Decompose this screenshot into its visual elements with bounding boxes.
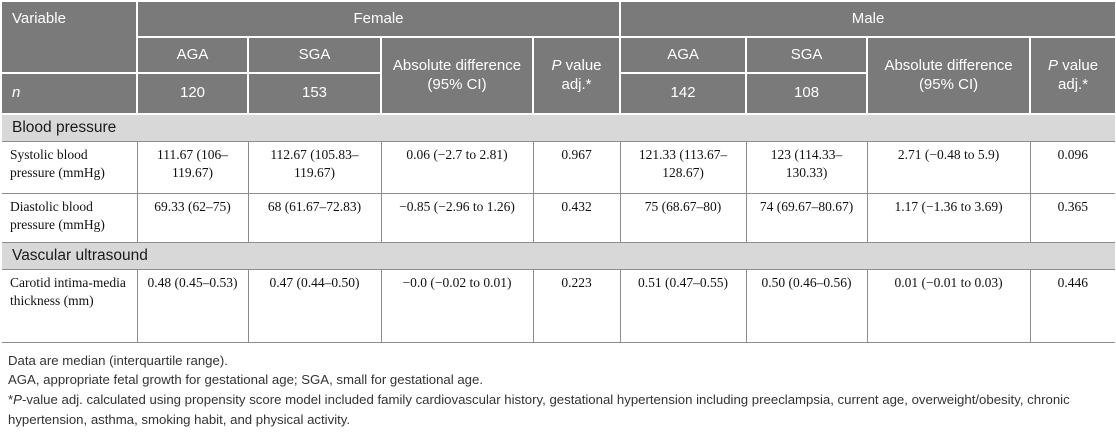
n-row-label: n bbox=[2, 72, 138, 115]
col-header-male-sga: SGA bbox=[745, 36, 869, 74]
value-cell: 0.223 bbox=[532, 268, 621, 343]
n-female-aga: 120 bbox=[136, 72, 249, 115]
value-cell: 2.71 (−0.48 to 5.9) bbox=[866, 140, 1031, 194]
p-value-italic: P bbox=[551, 56, 562, 74]
value-cell: 123 (114.33–130.33) bbox=[745, 140, 868, 194]
value-cell: −0.85 (−2.96 to 1.26) bbox=[380, 192, 534, 243]
variable-label-cell: Carotid intima-media thickness (mm) bbox=[2, 268, 138, 343]
table-row: Diastolic blood pressure (mmHg) 69.33 (6… bbox=[2, 192, 1116, 243]
col-header-female-pvalue: P value adj.* bbox=[531, 36, 622, 115]
value-cell: 0.446 bbox=[1029, 268, 1116, 343]
table-row: Carotid intima-media thickness (mm) 0.48… bbox=[2, 268, 1116, 343]
footnote-line: AGA, appropriate fetal growth for gestat… bbox=[8, 372, 484, 388]
footnote-text: -value adj. calculated using propensity … bbox=[8, 392, 1070, 427]
col-header-female-sga: SGA bbox=[247, 36, 382, 74]
n-female-sga: 153 bbox=[247, 72, 382, 115]
footnote-asterisk: * bbox=[8, 392, 14, 408]
col-group-female: Female bbox=[135, 2, 622, 38]
value-cell: 0.096 bbox=[1029, 140, 1116, 194]
footnote-line: Data are median (interquartile range). bbox=[8, 352, 228, 368]
value-cell: 74 (69.67–80.67) bbox=[745, 192, 868, 243]
value-cell: 0.47 (0.44–0.50) bbox=[247, 268, 382, 343]
value-cell: 0.50 (0.46–0.56) bbox=[745, 268, 868, 343]
value-cell: 112.67 (105.83–119.67) bbox=[247, 140, 382, 194]
col-group-male: Male bbox=[619, 2, 1116, 38]
value-cell: 0.01 (−0.01 to 0.03) bbox=[866, 268, 1031, 343]
value-cell: 0.365 bbox=[1029, 192, 1116, 243]
p-value-italic: P bbox=[1048, 56, 1059, 74]
col-header-female-aga: AGA bbox=[136, 36, 249, 74]
col-header-male-pvalue: P value adj.* bbox=[1029, 36, 1116, 115]
value-cell: 68 (61.67–72.83) bbox=[247, 192, 382, 243]
value-cell: 111.67 (106–119.67) bbox=[136, 140, 249, 194]
footnote-line: *P-value adj. calculated using propensit… bbox=[8, 390, 1110, 430]
table-footnotes: Data are median (interquartile range). A… bbox=[2, 343, 1114, 430]
col-header-male-absdiff: Absolute difference (95% CI) bbox=[866, 36, 1032, 115]
col-header-female-absdiff: Absolute difference (95% CI) bbox=[380, 36, 534, 115]
n-male-sga: 108 bbox=[745, 72, 869, 115]
section-row: Vascular ultrasound bbox=[2, 241, 1116, 270]
results-table: Variable Female Male AGA SGA Absolute di… bbox=[2, 2, 1116, 343]
variable-label-cell: Diastolic blood pressure (mmHg) bbox=[2, 192, 138, 243]
value-cell: 75 (68.67–80) bbox=[619, 192, 747, 243]
value-cell: 0.06 (−2.7 to 2.81) bbox=[380, 140, 534, 194]
table-row: Systolic blood pressure (mmHg) 111.67 (1… bbox=[2, 140, 1116, 194]
n-male-aga: 142 bbox=[619, 72, 748, 115]
section-header-vascular-ultrasound: Vascular ultrasound bbox=[2, 241, 1116, 270]
col-header-variable: Variable bbox=[2, 2, 138, 74]
value-cell: 0.48 (0.45–0.53) bbox=[136, 268, 249, 343]
value-cell: 121.33 (113.67–128.67) bbox=[619, 140, 747, 194]
value-cell: 0.51 (0.47–0.55) bbox=[619, 268, 747, 343]
col-header-male-aga: AGA bbox=[619, 36, 748, 74]
variable-label-cell: Systolic blood pressure (mmHg) bbox=[2, 140, 138, 194]
value-cell: 1.17 (−1.36 to 3.69) bbox=[866, 192, 1031, 243]
p-value-rest: value adj.* bbox=[561, 56, 602, 93]
value-cell: 0.967 bbox=[532, 140, 621, 194]
p-value-rest: value adj.* bbox=[1058, 56, 1099, 93]
section-header-blood-pressure: Blood pressure bbox=[2, 113, 1116, 142]
value-cell: 0.432 bbox=[532, 192, 621, 243]
value-cell: −0.0 (−0.02 to 0.01) bbox=[380, 268, 534, 343]
footnote-p-italic: P bbox=[13, 392, 22, 408]
value-cell: 69.33 (62–75) bbox=[136, 192, 249, 243]
section-row: Blood pressure bbox=[2, 113, 1116, 142]
